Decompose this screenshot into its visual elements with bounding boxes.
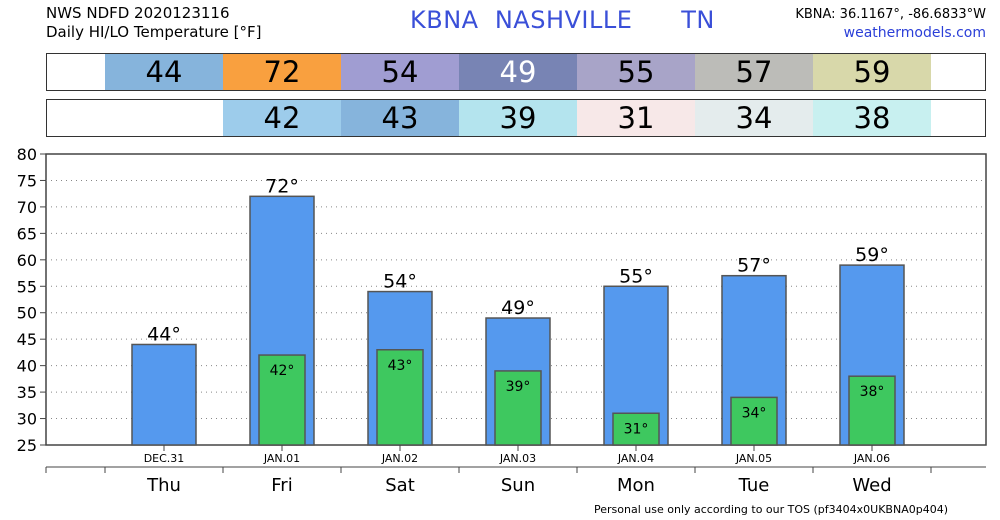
date-label: JAN.03: [499, 452, 536, 465]
y-tick-label: 35: [17, 383, 37, 402]
low-bar-label: 43°: [388, 358, 413, 374]
low-bar: [730, 396, 778, 446]
low-temperature-cell: 43: [341, 100, 459, 136]
low-temperature-cell: 39: [459, 100, 577, 136]
y-tick-label: 50: [17, 304, 37, 323]
day-label: Sun: [501, 475, 535, 496]
day-label: Fri: [271, 475, 292, 496]
low-bar-label: 39°: [506, 379, 531, 395]
y-tick-label: 45: [17, 330, 37, 349]
low-bar-label: 31°: [624, 421, 649, 437]
y-tick-label: 40: [17, 357, 37, 376]
high-bar-label: 72°: [265, 175, 299, 197]
y-tick-label: 25: [17, 436, 37, 455]
high-bar-label: 57°: [737, 255, 771, 277]
station-id: KBNA: [410, 6, 479, 34]
high-bar: [131, 343, 197, 446]
day-label: Thu: [146, 475, 181, 496]
day-label: Sat: [385, 475, 415, 496]
run-label: NWS NDFD 2020123116: [46, 4, 230, 22]
high-bar-label: 44°: [147, 323, 181, 345]
high-temperature-cell: 54: [341, 54, 459, 90]
site-link[interactable]: weathermodels.com: [843, 25, 986, 41]
product-label: Daily HI/LO Temperature [°F]: [46, 23, 262, 41]
low-bar: [258, 354, 306, 446]
low-temperature-cell: 31: [577, 100, 695, 136]
high-bar-label: 49°: [501, 297, 535, 319]
y-tick-label: 55: [17, 277, 37, 296]
low-temperature-cell: 42: [223, 100, 341, 136]
date-label: JAN.06: [853, 452, 890, 465]
y-tick-label: 70: [17, 198, 37, 217]
tos-footer: Personal use only according to our TOS (…: [594, 503, 948, 516]
day-label: Tue: [738, 475, 770, 496]
low-bar: [494, 370, 542, 446]
high-temperature-strip: 44 72 54 49 55 57 59: [46, 53, 986, 91]
y-tick-label: 75: [17, 171, 37, 190]
low-temperature-strip: 42 43 39 31 34 38: [46, 99, 986, 137]
y-tick-label: 80: [17, 145, 37, 164]
low-bar: [376, 349, 424, 446]
low-bar-label: 42°: [270, 363, 295, 379]
low-temperature-cell: 38: [813, 100, 931, 136]
high-temperature-cell: 55: [577, 54, 695, 90]
day-label: Wed: [852, 475, 891, 496]
high-temperature-cell: 44: [105, 54, 223, 90]
high-temperature-cell: 57: [695, 54, 813, 90]
date-label: JAN.02: [381, 452, 418, 465]
day-label: Mon: [617, 475, 655, 496]
low-bar: [848, 375, 896, 446]
high-bar-label: 55°: [619, 265, 653, 287]
high-temperature-cell: 59: [813, 54, 931, 90]
high-temperature-cell: 72: [223, 54, 341, 90]
low-bar-label: 38°: [860, 384, 885, 400]
date-label: JAN.05: [735, 452, 772, 465]
low-temperature-cell: 34: [695, 100, 813, 136]
y-tick-label: 30: [17, 410, 37, 429]
station-title: KBNA NASHVILLE TN: [410, 6, 715, 34]
date-label: JAN.01: [263, 452, 300, 465]
state-name: TN: [681, 6, 715, 34]
chart-header-left: NWS NDFD 2020123116 Daily HI/LO Temperat…: [46, 4, 262, 42]
high-temperature-cell: 49: [459, 54, 577, 90]
high-bar-label: 54°: [383, 271, 417, 293]
low-bar-label: 34°: [742, 405, 767, 421]
y-tick-label: 65: [17, 224, 37, 243]
chart-header-right: KBNA: 36.1167°, -86.6833°W weathermodels…: [795, 5, 986, 43]
city-name: NASHVILLE: [494, 6, 633, 34]
y-tick-label: 60: [17, 251, 37, 270]
date-label: JAN.04: [617, 452, 654, 465]
date-label: DEC.31: [144, 452, 185, 465]
high-bar-label: 59°: [855, 244, 889, 266]
station-coordinates: KBNA: 36.1167°, -86.6833°W: [795, 7, 986, 22]
